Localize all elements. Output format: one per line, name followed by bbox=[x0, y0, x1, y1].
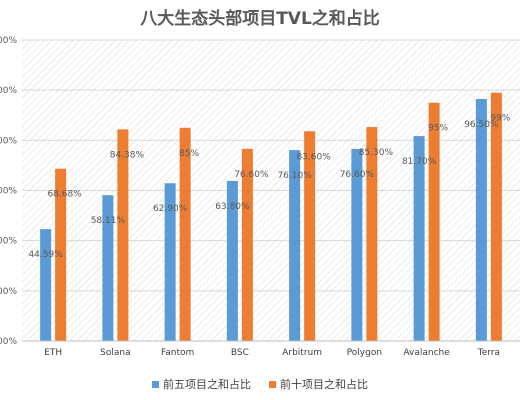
legend-swatch-top10 bbox=[269, 380, 276, 388]
x-tick-label: Fantom bbox=[161, 348, 194, 358]
data-label: 85.30% bbox=[359, 148, 394, 158]
data-label: 76.60% bbox=[234, 170, 269, 180]
y-tick-label: 00% bbox=[0, 337, 17, 347]
y-tick-label: 00% bbox=[0, 237, 17, 247]
x-tick-label: Avalanche bbox=[403, 348, 450, 358]
x-tick-label: Solana bbox=[100, 348, 130, 358]
data-label: 95% bbox=[428, 124, 448, 134]
bar-top10 bbox=[179, 127, 191, 342]
bar-top10 bbox=[241, 148, 253, 341]
bar-top5 bbox=[40, 229, 52, 341]
data-label: 62.90% bbox=[153, 204, 188, 214]
legend-item-top5: 前五项目之和占比 bbox=[152, 376, 251, 392]
x-tick-label: BSC bbox=[231, 348, 249, 358]
data-label: 83.60% bbox=[296, 152, 331, 162]
x-tick-label: Terra bbox=[477, 348, 500, 358]
data-label: 96.50% bbox=[464, 120, 499, 130]
legend-label-top5: 前五项目之和占比 bbox=[163, 378, 251, 391]
data-labels: 44.59% 68.68% 58.11% 84.38% 62.90% 85% 63.80% 7… bbox=[28, 114, 510, 260]
legend-swatch-top5 bbox=[152, 380, 159, 388]
data-label: 81.70% bbox=[402, 157, 437, 167]
data-label: 44.59% bbox=[28, 250, 63, 260]
bar-top10 bbox=[55, 168, 67, 341]
bar-top10 bbox=[490, 92, 502, 341]
data-label: 63.80% bbox=[215, 202, 250, 212]
chart-title: 八大生态头部项目TVL之和占比 bbox=[140, 9, 380, 29]
bar-top10 bbox=[304, 131, 316, 341]
x-tick-label: Arbitrum bbox=[282, 348, 322, 358]
data-label: 68.68% bbox=[47, 190, 82, 200]
x-tick-label: ETH bbox=[44, 348, 62, 358]
bar-top5 bbox=[475, 98, 487, 341]
bar-top5 bbox=[289, 150, 301, 341]
bar-top5 bbox=[351, 148, 363, 341]
y-tick-label: 00% bbox=[0, 187, 17, 197]
y-tick-label: 00% bbox=[0, 136, 17, 146]
data-label: 99% bbox=[490, 114, 510, 124]
data-label: 76.60% bbox=[340, 170, 375, 180]
y-tick-label: 00% bbox=[0, 36, 17, 46]
data-label: 84.38% bbox=[110, 150, 145, 160]
x-tick-label: Polygon bbox=[347, 348, 382, 358]
bar-top10 bbox=[428, 102, 440, 341]
bar-top10 bbox=[366, 127, 378, 341]
x-axis: ETH Solana Fantom BSC Arbitrum Polygon Avalanc… bbox=[22, 340, 520, 358]
legend-label-top10: 前十项目之和占比 bbox=[280, 378, 368, 391]
y-axis: 00% 00% 00% 00% 00% 00% 00% bbox=[0, 36, 17, 347]
bar-top5 bbox=[226, 180, 238, 341]
y-tick-label: 00% bbox=[0, 86, 17, 96]
y-tick-label: 00% bbox=[0, 287, 17, 297]
bars bbox=[40, 92, 502, 342]
legend-item-top10: 前十项目之和占比 bbox=[269, 376, 368, 392]
bar-top5 bbox=[164, 183, 176, 341]
bar-top5 bbox=[413, 136, 425, 341]
data-label: 76.10% bbox=[277, 171, 312, 181]
data-label: 85% bbox=[179, 149, 199, 159]
data-label: 58.11% bbox=[91, 216, 126, 226]
bar-top5 bbox=[102, 195, 114, 341]
legend: 前五项目之和占比 前十项目之和占比 bbox=[0, 376, 520, 392]
bar-top10 bbox=[117, 129, 129, 341]
